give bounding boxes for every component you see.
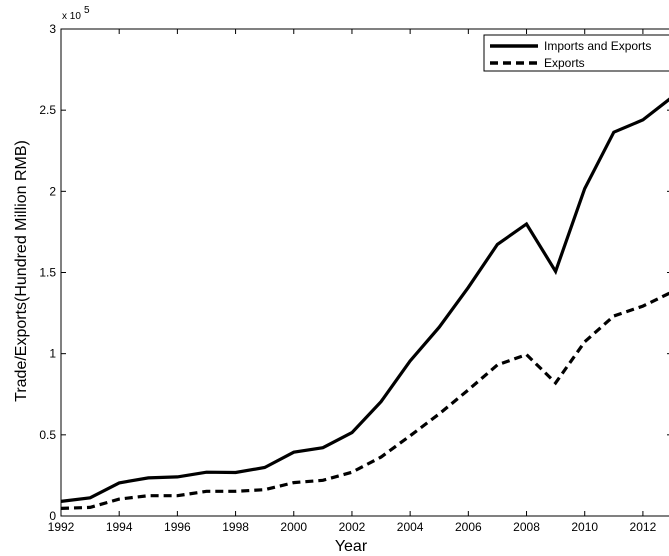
x-tick-label: 1998 [222,520,249,534]
x-tick-label: 2010 [571,520,598,534]
y-tick-label: 2.5 [39,103,56,117]
x-tick-label: 2006 [455,520,482,534]
x-tick-label: 2002 [339,520,366,534]
series-line-exports [60,291,669,510]
y-exponent-base: x 10 [62,11,81,22]
x-tick-label: 2012 [630,520,657,534]
y-tick-label: 3 [49,22,56,36]
y-tick-label: 1 [49,347,56,361]
y-tick-label: 0.5 [39,428,56,442]
series-line-imports-and-exports [60,97,669,503]
y-tick-label: 1.5 [39,266,56,280]
x-tick-label: 1994 [106,520,133,534]
x-tick-label: 1992 [48,520,75,534]
x-axis-title: Year [335,538,368,555]
y-axis: 0 0.5 1 1.5 2 2.5 3 [39,22,669,523]
x-axis: 1992 1994 1996 1998 2000 2002 2004 2006 2008 2010… [48,29,657,534]
x-tick-label: 2000 [280,520,307,534]
plot-area-frame [60,28,669,517]
series-layer [60,97,669,510]
x-tick-label: 2008 [513,520,540,534]
legend-label-imports-and-exports: Imports and Exports [544,39,651,53]
legend-box [483,34,669,72]
legend-label-exports: Exports [544,56,585,70]
y-axis-title: Trade/Exports(Hundred Million RMB) [13,140,30,402]
y-tick-label: 0 [49,509,56,523]
x-tick-label: 2004 [397,520,424,534]
x-tick-label: 1996 [164,520,191,534]
y-exponent-power: 5 [84,5,90,16]
y-tick-label: 2 [49,184,56,198]
legend: Imports and Exports Exports [483,34,669,72]
